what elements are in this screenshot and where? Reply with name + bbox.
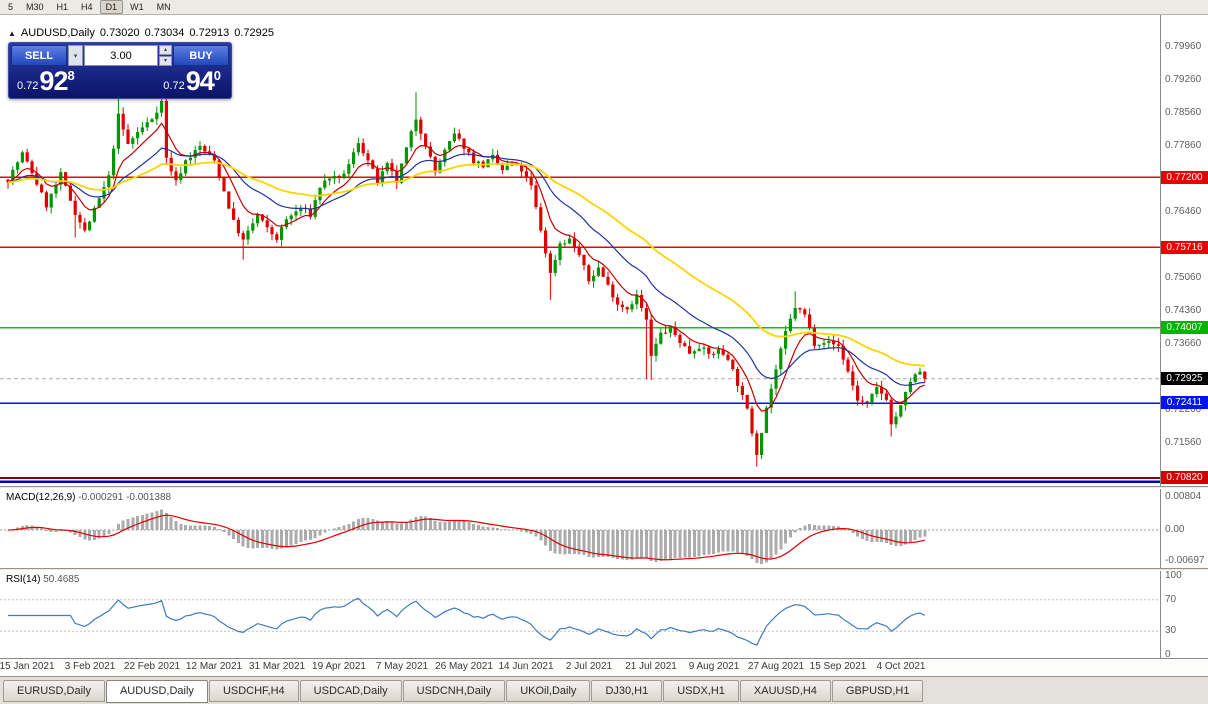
chart-tab[interactable]: USDCNH,Daily [402,680,506,702]
moving-average-line-21 [7,147,925,386]
rsi-axis-label: 70 [1165,594,1177,605]
price-axis-label: 0.73660 [1165,338,1202,349]
date-axis-label: 12 Mar 2021 [185,661,243,672]
rsi-axis-label: 100 [1165,570,1182,581]
timeframe-mn-button[interactable]: MN [156,2,171,12]
timeframe-toolbar: 5 M30 H1 H4 D1 W1 MN [0,0,1208,15]
panel-divider[interactable] [0,568,1208,571]
candles-group [6,82,927,467]
moving-average-line-8 [7,122,926,412]
rsi-indicator-canvas[interactable] [0,571,1160,658]
chart-ohlc-header: ▲ AUDUSD,Daily 0.73020 0.73034 0.72913 0… [8,27,274,39]
hline-price-tag[interactable]: 0.70820 [1161,471,1208,484]
rsi-header: RSI(14) 50.4685 [6,574,80,585]
date-axis-label: 3 Feb 2021 [64,661,116,672]
volume-input[interactable] [84,45,158,66]
symbol-title: AUDUSD,Daily [20,27,95,39]
current-price-tag: 0.72925 [1161,372,1208,385]
date-axis-label: 31 Mar 2021 [248,661,306,672]
sell-button[interactable]: SELL [11,45,67,66]
date-axis-label: 21 Jul 2021 [625,661,677,672]
ohlc-low: 0.72913 [189,27,230,39]
date-axis-label: 15 Sep 2021 [809,661,867,672]
chart-area[interactable]: ▲ AUDUSD,Daily 0.73020 0.73034 0.72913 0… [0,15,1208,676]
date-axis-label: 7 May 2021 [375,661,429,672]
symbol-marker-icon: ▲ [8,28,16,38]
chart-tab[interactable]: DJ30,H1 [591,680,663,702]
timeframe-m30-button[interactable]: M30 [26,2,44,12]
time-axis-border [0,658,1208,659]
timeframe-h4-button[interactable]: H4 [81,2,93,12]
volume-increment-button[interactable]: ▴ [159,45,172,55]
hline-price-tag[interactable]: 0.75716 [1161,241,1208,254]
price-axis-label: 0.78560 [1165,107,1202,118]
volume-stepper: ▴ ▾ [159,45,172,66]
date-axis-label: 27 Aug 2021 [747,661,805,672]
chart-tabs-bar: EURUSD,Daily AUDUSD,Daily USDCHF,H4 USDCAD,… [0,676,1208,704]
chart-tab[interactable]: USDCHF,H4 [208,680,299,702]
ohlc-close: 0.72925 [234,27,274,39]
macd-axis-label: 0.00 [1165,524,1185,535]
macd-axis-label: -0.00697 [1165,555,1205,566]
buy-price[interactable]: 0.72 94 0 [163,66,221,96]
price-axis[interactable]: 0.79960 0.79260 0.78560 0.77860 0.76460 0.750… [1161,15,1208,660]
price-axis-border [1160,15,1161,658]
buy-button[interactable]: BUY [173,45,229,66]
time-axis[interactable]: 15 Jan 2021 3 Feb 2021 22 Feb 2021 12 Mar 2… [0,659,1208,676]
chart-tab[interactable]: EURUSD,Daily [3,680,105,702]
price-axis-label: 0.74360 [1165,305,1202,316]
macd-indicator-canvas[interactable] [0,489,1160,568]
price-axis-label: 0.76460 [1165,206,1202,217]
macd-axis-label: 0.00804 [1165,491,1202,502]
volume-dropdown-button[interactable]: ▾ [68,45,83,66]
ohlc-high: 0.73034 [144,27,185,39]
moving-average-line-45 [7,161,925,367]
price-axis-label: 0.75060 [1165,272,1202,283]
chevron-down-icon: ▾ [73,52,78,60]
timeframe-h1-button[interactable]: H1 [56,2,69,12]
price-axis-label: 0.71560 [1165,437,1202,448]
timeframe-d1-button[interactable]: D1 [99,0,124,14]
horizontal-level-lines[interactable] [0,176,1160,483]
chart-tab[interactable]: GBPUSD,H1 [831,680,924,702]
ohlc-open: 0.73020 [99,27,140,39]
date-axis-label: 4 Oct 2021 [876,661,926,672]
price-axis-label: 0.79960 [1165,41,1202,52]
chart-tab[interactable]: XAUUSD,H4 [739,680,831,702]
rsi-axis-label: 0 [1165,649,1171,660]
hline-price-tag[interactable]: 0.77200 [1161,171,1208,184]
macd-signal-line [7,514,925,561]
date-axis-label: 14 Jun 2021 [498,661,554,672]
price-axis-label: 0.77860 [1165,140,1202,151]
hline-price-tag[interactable]: 0.72411 [1161,396,1208,409]
price-axis-label: 0.72260 [1165,404,1202,415]
macd-header: MACD(12,26,9) -0.000291 -0.001388 [6,492,172,503]
rsi-line [8,597,926,646]
timeframe-5-button[interactable]: 5 [8,2,14,12]
macd-histogram [6,509,927,564]
chart-tab[interactable]: AUDUSD,Daily [105,680,208,703]
date-axis-label: 9 Aug 2021 [688,661,740,672]
price-axis-label: 0.79260 [1165,74,1202,85]
date-axis-label: 19 Apr 2021 [312,661,366,672]
date-axis-label: 15 Jan 2021 [0,661,55,672]
chart-tab[interactable]: USDX,H1 [663,680,739,702]
date-axis-label: 2 Jul 2021 [565,661,613,672]
date-axis-label: 26 May 2021 [435,661,493,672]
volume-decrement-button[interactable]: ▾ [159,56,172,66]
price-chart-canvas[interactable] [0,15,1160,486]
chart-tab[interactable]: UKOil,Daily [506,680,591,702]
rsi-axis-label: 30 [1165,625,1177,636]
hline-price-tag[interactable]: 0.74007 [1161,321,1208,334]
timeframe-w1-button[interactable]: W1 [130,2,144,12]
panel-divider[interactable] [0,486,1208,489]
chart-tab[interactable]: USDCAD,Daily [299,680,402,702]
sell-price[interactable]: 0.72 92 8 [17,66,75,96]
date-axis-label: 22 Feb 2021 [123,661,181,672]
